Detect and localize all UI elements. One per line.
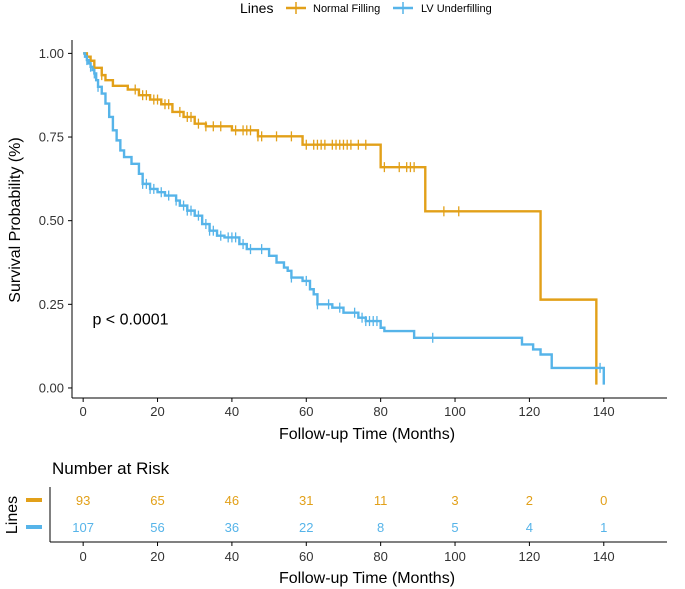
y-tick-label: 0.75 bbox=[39, 130, 64, 145]
y-tick-label: 1.00 bbox=[39, 46, 64, 61]
y-tick-label: 0.00 bbox=[39, 380, 64, 395]
x-tick-label: 40 bbox=[225, 404, 239, 419]
y-ticks: 0.00 0.25 0.50 0.75 1.00 bbox=[39, 46, 72, 395]
x-axis-title: Follow-up Time (Months) bbox=[279, 426, 455, 443]
risk-x-tick-label: 0 bbox=[80, 549, 87, 564]
x-tick-label: 120 bbox=[519, 404, 541, 419]
legend-title: Lines bbox=[240, 0, 273, 16]
legend: Lines Normal Filling LV Underfilling bbox=[240, 0, 492, 16]
risk-table-title: Number at Risk bbox=[52, 459, 170, 478]
risk-cell: 36 bbox=[225, 520, 239, 535]
legend-label-lv-underfilling: LV Underfilling bbox=[421, 3, 492, 15]
y-axis-title: Survival Probability (%) bbox=[7, 137, 24, 302]
risk-cell: 8 bbox=[377, 520, 384, 535]
risk-cell: 56 bbox=[150, 520, 164, 535]
risk-cell: 107 bbox=[72, 520, 94, 535]
risk-x-tick-label: 120 bbox=[519, 549, 541, 564]
risk-cell: 11 bbox=[374, 493, 388, 508]
legend-key-lv-underfilling bbox=[393, 2, 413, 14]
risk-x-tick-label: 60 bbox=[299, 549, 313, 564]
risk-cell: 2 bbox=[526, 493, 533, 508]
risk-cell: 5 bbox=[451, 520, 458, 535]
risk-cells: 93 65 46 31 11 3 2 0 107 56 36 22 8 5 4 1 bbox=[72, 493, 607, 535]
risk-cell: 1 bbox=[600, 520, 607, 535]
risk-x-tick-label: 80 bbox=[373, 549, 387, 564]
risk-cell: 3 bbox=[451, 493, 458, 508]
y-tick-label: 0.25 bbox=[39, 297, 64, 312]
risk-cell: 65 bbox=[150, 493, 164, 508]
risk-x-ticks: 0 20 40 60 80 100 120 140 bbox=[80, 542, 615, 564]
risk-x-tick-label: 20 bbox=[150, 549, 164, 564]
series-line-normal-filling bbox=[83, 52, 598, 385]
risk-cell: 46 bbox=[225, 493, 239, 508]
x-tick-label: 80 bbox=[373, 404, 387, 419]
survival-curves bbox=[83, 52, 605, 385]
risk-x-tick-label: 40 bbox=[225, 549, 239, 564]
risk-cell: 0 bbox=[600, 493, 607, 508]
x-tick-label: 100 bbox=[444, 404, 466, 419]
p-value-annotation: p < 0.0001 bbox=[92, 311, 168, 328]
x-tick-label: 60 bbox=[299, 404, 313, 419]
risk-x-axis-title: Follow-up Time (Months) bbox=[279, 570, 455, 587]
x-tick-label: 140 bbox=[593, 404, 615, 419]
plot-panel: 0.000.250.500.751.00 0 20 40 60 80 100 120 140 … bbox=[39, 40, 667, 419]
risk-table-y-title: Lines bbox=[4, 496, 21, 534]
risk-x-tick-label: 140 bbox=[593, 549, 615, 564]
series-line-lv-underfilling bbox=[83, 52, 605, 385]
risk-cell: 93 bbox=[76, 493, 90, 508]
risk-cell: 31 bbox=[299, 493, 313, 508]
x-ticks: 0 20 40 60 80 100 120 140 bbox=[80, 398, 615, 419]
x-tick-label: 0 bbox=[80, 404, 87, 419]
risk-x-tick-label: 100 bbox=[444, 549, 466, 564]
x-tick-label: 20 bbox=[150, 404, 164, 419]
legend-label-normal-filling: Normal Filling bbox=[313, 3, 380, 15]
risk-cell: 22 bbox=[299, 520, 313, 535]
legend-key-normal-filling bbox=[286, 2, 306, 14]
risk-cell: 4 bbox=[526, 520, 533, 535]
y-tick-label: 0.50 bbox=[39, 213, 64, 228]
